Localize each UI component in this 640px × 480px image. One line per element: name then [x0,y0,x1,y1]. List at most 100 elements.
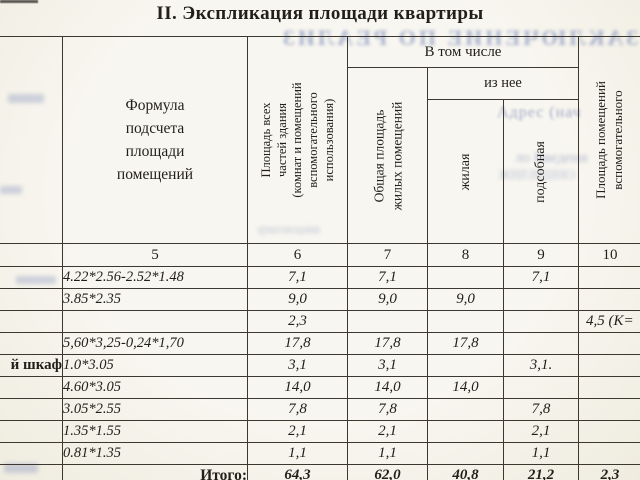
table-row: 5,60*3,25-0,24*1,70 17,8 17,8 17,8 [0,332,640,355]
cell-area-living: 9,0 [427,288,504,311]
cell-formula: 1.35*1.55 [62,420,248,443]
column-number [0,243,63,267]
header-fragment: ения [0,151,62,174]
total-area-living: 40,8 [427,464,504,480]
cell-formula: 0.81*1.35 [62,442,248,465]
cell-area-aux [578,442,640,465]
cell-area-all: 14,0 [247,376,348,399]
cell-area-utility [503,310,579,333]
header-fragment: ей [0,129,62,152]
column-number: 5 [62,243,248,267]
total-label: Итого: [62,464,248,480]
page-title: II. Экспликация площади квартиры [156,3,484,24]
cell-formula: 4.60*3.05 [62,376,248,399]
header-fragment: нение [0,106,62,129]
table-row: 0.81*1.35 1,1 1,1 1,1 [0,442,640,465]
header-utility: подсобная [503,99,579,244]
cell-room-name: й шкаф [0,354,63,377]
cell-area-utility [503,332,579,355]
cell-area-living [427,266,504,289]
cell-area-aux [578,288,640,311]
total-row: Итого: 64,3 62,0 40,8 21,2 2,3 [0,464,640,480]
table-row: 2,3 4,5 (К= [0,310,640,333]
cell-area-all: 2,1 [247,420,348,443]
cell-formula: 5,60*3,25-0,24*1,70 [62,332,248,355]
cell-area-total: 9,0 [347,288,428,311]
cell-formula: 3.85*2.35 [62,288,248,311]
cell-area-utility: 2,1 [503,420,579,443]
cell-area-all: 3,1 [247,354,348,377]
cell-area-living [427,310,504,333]
cell-room-name [0,464,63,480]
cell-formula: 3.05*2.55 [62,398,248,421]
cell-area-living: 17,8 [427,332,504,355]
cell-room-name [0,266,63,289]
table-row: й шкаф 1.0*3.05 3,1 3,1 3,1. [0,354,640,377]
scan-edge-artifact [0,0,38,3]
cell-area-all: 9,0 [247,288,348,311]
cell-area-aux [578,354,640,377]
cell-area-utility: 3,1. [503,354,579,377]
column-numbers-row: 5 6 7 8 9 10 [0,243,640,267]
header-row-3: жилая подсобная [0,99,640,244]
cell-area-aux: 4,5 (К= [578,310,640,333]
header-row-1: нение ей ения Формула подсчета площади п… [0,36,640,244]
table-row: 1.35*1.55 2,1 2,1 2,1 [0,420,640,443]
cell-area-all: 17,8 [247,332,348,355]
cell-area-living: 14,0 [427,376,504,399]
cell-area-living [427,420,504,443]
header-total-living-area: Общая площадь жилых помещений [347,67,428,244]
cell-area-all: 7,1 [247,266,348,289]
table-row: 4.60*3.05 14,0 14,0 14,0 [0,376,640,399]
cell-area-utility: 1,1 [503,442,579,465]
column-number: 9 [503,243,579,267]
cell-area-total: 17,8 [347,332,428,355]
cell-area-total: 14,0 [347,376,428,399]
cell-area-utility [503,288,579,311]
cell-area-aux [578,332,640,355]
cell-area-total: 7,1 [347,266,428,289]
total-area-utility: 21,2 [503,464,579,480]
header-area-all-parts: Площадь всех частей здания (комнат и пом… [247,36,348,244]
cell-area-total [347,310,428,333]
cell-area-total: 7,8 [347,398,428,421]
cell-area-all: 1,1 [247,442,348,465]
header-room-purpose: нение ей ения [0,36,63,244]
cell-area-total: 3,1 [347,354,428,377]
cell-formula: 4.22*2.56-2.52*1.48 [62,266,248,289]
cell-room-name [0,376,63,399]
total-area-all: 64,3 [247,464,348,480]
cell-area-utility [503,376,579,399]
cell-room-name [0,310,63,333]
cell-area-utility: 7,1 [503,266,579,289]
cell-room-name [0,398,63,421]
table-row: 4.22*2.56-2.52*1.48 7,1 7,1 7,1 [0,266,640,289]
cell-formula: 1.0*3.05 [62,354,248,377]
cell-area-living [427,398,504,421]
cell-room-name [0,420,63,443]
cell-area-total: 2,1 [347,420,428,443]
cell-area-aux [578,420,640,443]
header-of-it-group: из нее [427,67,579,100]
cell-room-name [0,442,63,465]
table-row: 3.05*2.55 7,8 7,8 7,8 [0,398,640,421]
cell-area-aux [578,398,640,421]
cell-area-total: 1,1 [347,442,428,465]
cell-area-utility: 7,8 [503,398,579,421]
cell-area-living [427,442,504,465]
explication-table: нение ей ения Формула подсчета площади п… [0,36,640,480]
cell-area-aux [578,376,640,399]
cell-area-aux [578,266,640,289]
cell-room-name [0,288,63,311]
cell-area-all: 7,8 [247,398,348,421]
column-number: 6 [247,243,348,267]
header-row-2: Общая площадь жилых помещений из нее [0,67,640,244]
total-area-aux: 2,3 [578,464,640,480]
cell-formula [62,310,248,333]
cell-area-all: 2,3 [247,310,348,333]
column-number: 7 [347,243,428,267]
column-number: 10 [578,243,640,267]
header-formula: Формула подсчета площади помещений [62,36,248,244]
header-area-auxiliary: Площадь помещений вспомогательного [578,36,640,244]
